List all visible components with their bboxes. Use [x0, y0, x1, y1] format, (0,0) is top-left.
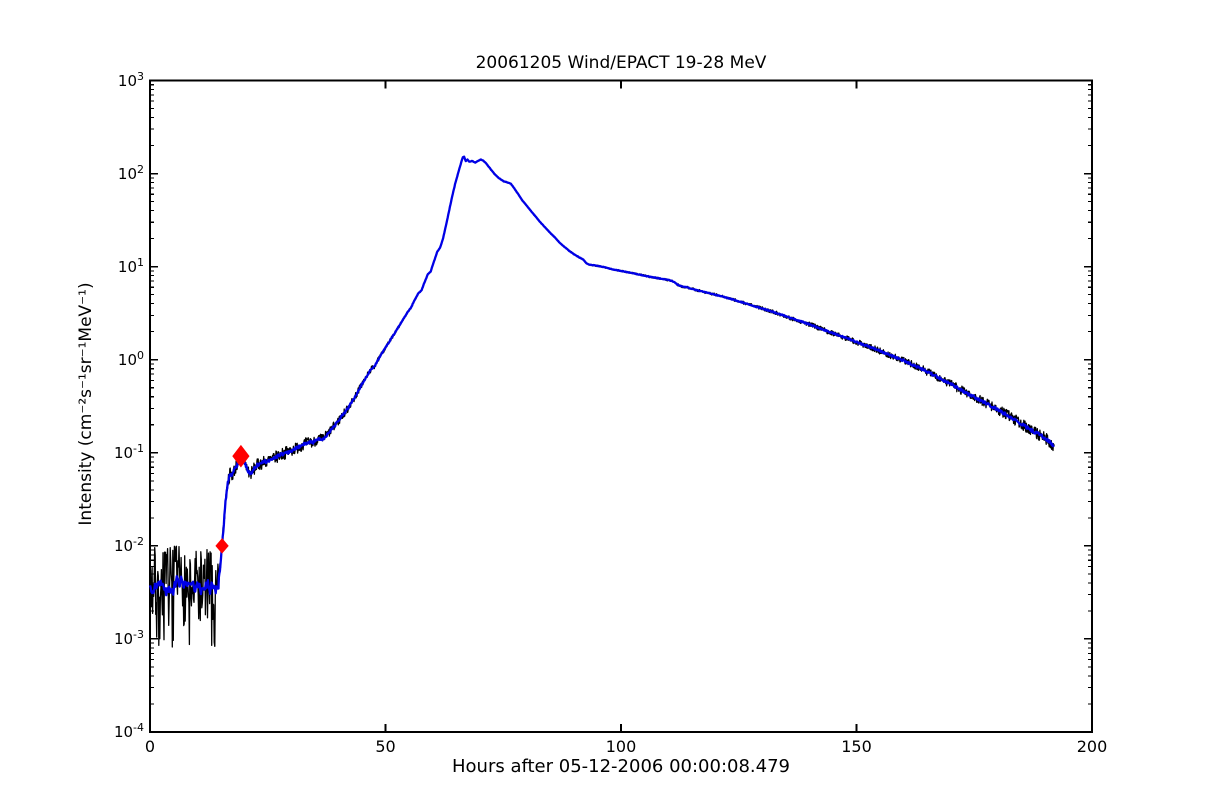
event-marker-large [232, 444, 250, 468]
y-tick-label: 100 [117, 348, 144, 369]
y-tick-label: 103 [117, 69, 144, 90]
y-tick-label: 101 [117, 255, 144, 276]
y-tick-label: 102 [117, 162, 144, 183]
y-tick-label: 10-4 [113, 721, 144, 741]
y-tick-label: 10-3 [113, 627, 144, 648]
x-tick-label: 100 [605, 737, 637, 756]
plot-frame [149, 79, 1093, 733]
x-axis-label: Hours after 05-12-2006 00:00:08.479 [451, 756, 790, 777]
y-axis-label: Intensity (cm⁻²s⁻¹sr⁻¹MeV⁻¹) [76, 282, 96, 526]
x-tick-label: 50 [375, 737, 396, 756]
y-tick-label: 10-1 [113, 441, 144, 462]
x-tick-label: 0 [144, 737, 156, 756]
smoothed-series [148, 155, 1055, 597]
event-marker-small [215, 538, 229, 554]
figure-title: 20061205 Wind/EPACT 19-28 MeV [475, 53, 767, 73]
y-tick-label: 10-2 [113, 534, 144, 555]
raw-series [149, 155, 1055, 648]
x-tick-label: 150 [841, 737, 872, 756]
x-tick-label: 200 [1076, 737, 1108, 756]
